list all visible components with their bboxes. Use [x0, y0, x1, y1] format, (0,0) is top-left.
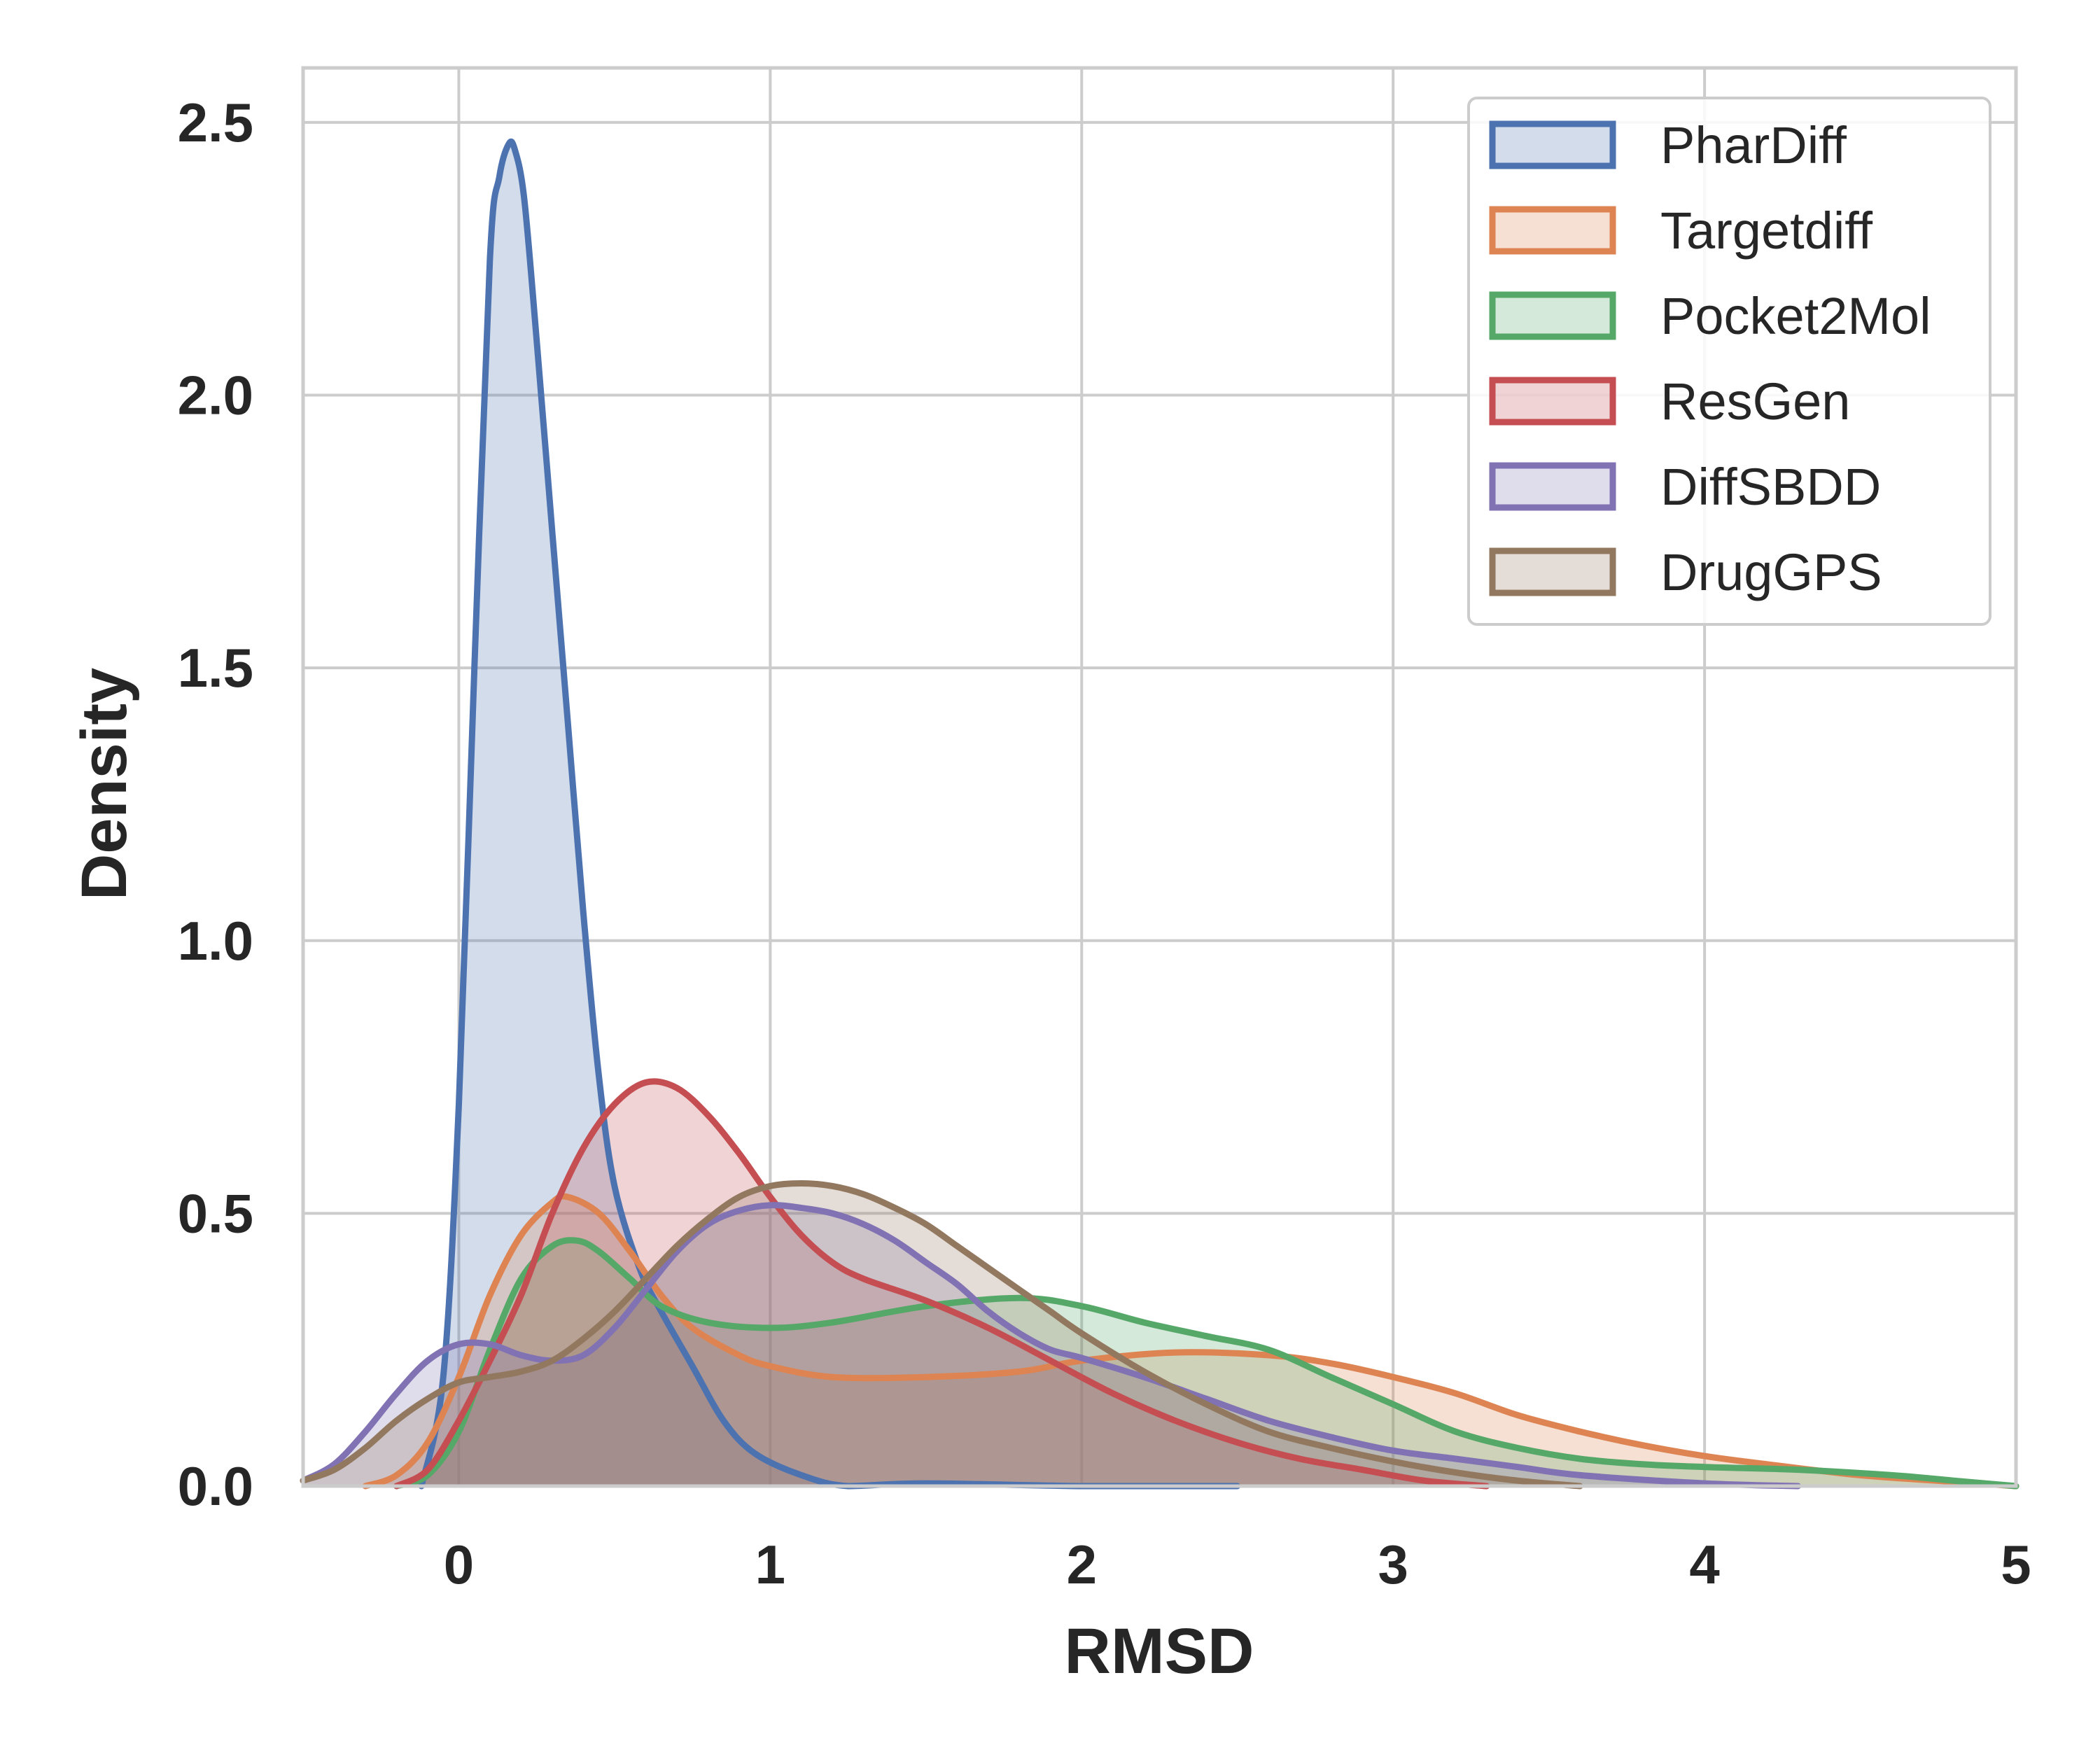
- line-resgen: [393, 1078, 1490, 1490]
- legend-swatch-phardiff: [1489, 120, 1616, 169]
- x-axis-label: RMSD: [1065, 1616, 1254, 1687]
- legend-label: DiffSBDD: [1660, 458, 1881, 516]
- x-tick-labels: 0 1 2 3 4 5: [444, 1534, 2031, 1595]
- density-areas: [303, 141, 2016, 1486]
- legend-label: ResGen: [1660, 372, 1850, 430]
- area-resgen: [396, 1081, 1487, 1486]
- area-targetdiff: [365, 1196, 2016, 1486]
- x-tick-label: 3: [1378, 1534, 1408, 1595]
- legend-label: DrugGPS: [1660, 543, 1882, 601]
- line-diffsbdd: [300, 1202, 1802, 1490]
- y-tick-label: 0.5: [178, 1182, 253, 1244]
- y-tick-label: 0.0: [178, 1455, 253, 1517]
- legend-swatch-resgen: [1489, 377, 1616, 426]
- y-tick-label: 2.0: [178, 365, 253, 426]
- legend: PharDiff Targetdiff Pocket2Mol ResGen DiffSB…: [1467, 97, 1991, 626]
- legend-swatch-druggps: [1489, 547, 1616, 596]
- x-tick-label: 4: [1689, 1534, 1719, 1595]
- plot-frame: [301, 66, 2018, 1488]
- area-druggps: [303, 1183, 1581, 1486]
- legend-frame: [1467, 97, 1991, 626]
- line-targetdiff: [362, 1193, 2019, 1490]
- legend-label: PharDiff: [1660, 116, 1847, 174]
- x-tick-label: 5: [2001, 1534, 2031, 1595]
- legend-swatch-diffsbdd: [1489, 462, 1616, 511]
- line-phardiff: [418, 138, 1241, 1490]
- x-tick-label: 1: [755, 1534, 785, 1595]
- y-tick-label: 1.5: [178, 637, 253, 699]
- y-tick-label: 2.5: [178, 92, 253, 153]
- legend-swatch-targetdiff: [1489, 206, 1616, 255]
- y-tick-labels: 0.0 0.5 1.0 1.5 2.0 2.5: [178, 92, 253, 1517]
- line-druggps: [300, 1180, 1583, 1490]
- line-pocket2mol: [393, 1237, 2019, 1490]
- legend-label: Targetdiff: [1660, 202, 1872, 260]
- density-lines: [300, 138, 2019, 1490]
- y-tick-label: 1.0: [178, 910, 253, 972]
- x-tick-label: 2: [1067, 1534, 1097, 1595]
- area-pocket2mol: [396, 1240, 2016, 1486]
- area-diffsbdd: [303, 1205, 1798, 1486]
- legend-swatch-pocket2mol: [1489, 291, 1616, 340]
- legend-label: Pocket2Mol: [1660, 287, 1931, 345]
- x-tick-label: 0: [444, 1534, 474, 1595]
- y-axis-label: Density: [69, 668, 140, 900]
